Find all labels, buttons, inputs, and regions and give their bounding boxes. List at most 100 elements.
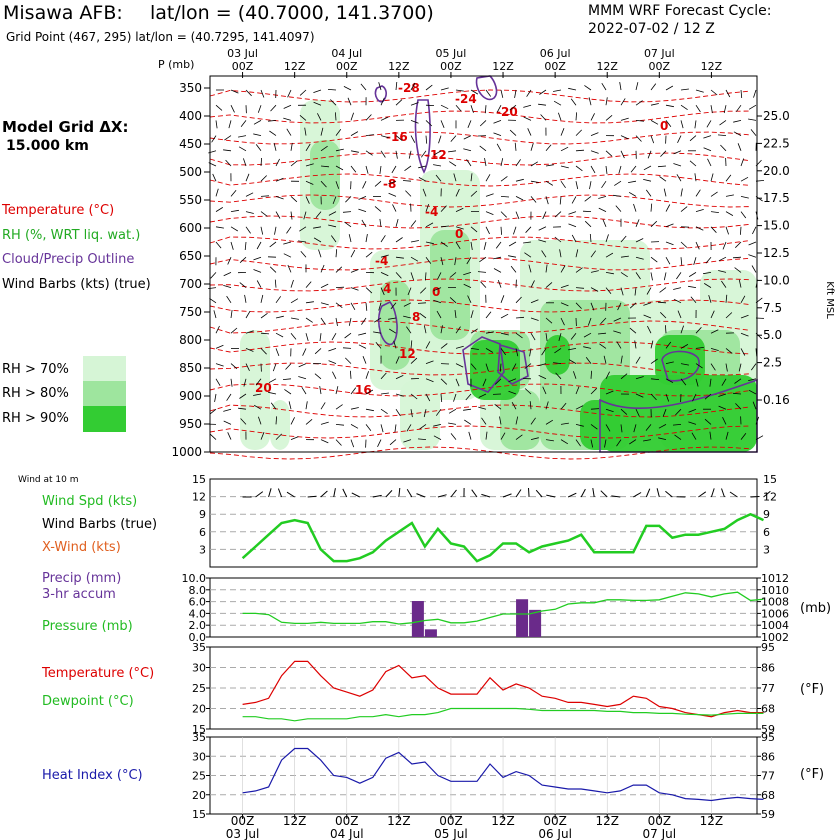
isotherm-5	[209, 194, 751, 208]
wind-barb	[695, 347, 704, 349]
wind-barb	[494, 403, 502, 410]
wind-barb	[721, 280, 727, 288]
wind-barb	[740, 314, 749, 319]
wind-barb	[454, 310, 457, 319]
wind-barb	[320, 180, 327, 188]
wind-barb	[245, 310, 251, 319]
wind-barb	[620, 235, 627, 243]
wind-barb	[479, 256, 487, 263]
temp-contour-label: -8	[383, 177, 396, 191]
rh-area-rh70-1	[240, 330, 270, 450]
wind-barb	[455, 188, 460, 197]
wind-barb	[710, 226, 717, 233]
left-tick-label: 10.0	[182, 572, 207, 585]
wind-barb	[380, 408, 388, 415]
wind-barb	[327, 89, 337, 91]
wind-right-tick: 15	[763, 473, 777, 486]
precip-bar	[516, 599, 529, 637]
surface-wind-barb	[437, 494, 447, 498]
wind-barb	[288, 401, 292, 410]
wind-barb	[553, 89, 562, 92]
wind-barb	[600, 317, 607, 325]
wind-barb	[584, 220, 592, 228]
wind-barb	[425, 256, 432, 264]
wind-barb	[395, 356, 400, 364]
wind-barb	[513, 226, 517, 235]
wind-barb	[479, 145, 487, 152]
wind-barb	[425, 341, 431, 349]
isotherm-3	[209, 152, 751, 166]
wind-barb	[650, 378, 660, 380]
isotherm-9	[209, 278, 751, 292]
wind-barb	[524, 388, 532, 395]
wind-barb	[433, 287, 442, 291]
heat-index-line	[242, 747, 764, 802]
wind-barb	[680, 363, 689, 366]
hour-label-top: 00Z	[649, 60, 671, 73]
wind-barb	[418, 177, 427, 182]
wind-barb	[286, 128, 292, 136]
wind-barb	[420, 287, 427, 294]
wind-barb	[256, 280, 262, 288]
left-tick-label: 2.0	[189, 619, 207, 632]
wind-barb	[635, 256, 644, 260]
wind-barb	[704, 393, 712, 400]
wind-barb	[560, 422, 569, 425]
wind-barb	[617, 302, 622, 311]
isotherm-14	[209, 383, 751, 397]
wind-barb	[740, 158, 745, 167]
wind-barb	[499, 416, 502, 425]
wind-barb	[545, 333, 548, 342]
wind-barb	[335, 128, 342, 136]
wind-barb	[290, 196, 298, 203]
wind-barb	[269, 130, 277, 136]
wind-barb	[545, 180, 554, 186]
precip-frame	[209, 577, 758, 638]
wind-barb	[665, 104, 674, 108]
right-tick-label: 68	[761, 789, 775, 802]
wind-barb	[410, 102, 419, 106]
wind-barb	[435, 408, 442, 416]
wind-barb	[541, 250, 547, 258]
wind-barb	[208, 287, 217, 289]
right-tick-label: 59	[761, 723, 775, 736]
wind-barb	[223, 285, 232, 288]
wind-barb	[650, 393, 657, 401]
wind-barb	[508, 378, 517, 383]
wind-barb	[332, 371, 337, 379]
wind-barb	[260, 226, 264, 235]
wind-barb	[272, 363, 277, 372]
wind-barb	[373, 331, 382, 334]
temp-contour-label: 0	[432, 285, 440, 299]
isotherm-1	[209, 110, 751, 124]
surface-wind-barb	[633, 492, 642, 498]
wind-barb	[463, 148, 472, 152]
wind-barb	[453, 393, 457, 402]
wind-barb	[694, 120, 697, 129]
wind-barb	[568, 211, 577, 215]
wind-barb	[657, 165, 667, 168]
wind-barb	[629, 302, 637, 309]
wind-barb	[508, 255, 517, 258]
wind-barb	[391, 165, 397, 174]
surface-wind-barb	[528, 487, 530, 498]
wind-barb	[695, 104, 701, 113]
wind-barb	[530, 161, 539, 167]
wind-barb	[635, 100, 643, 106]
wind-barb	[230, 209, 239, 212]
wind-barb	[347, 97, 352, 106]
left-tick-label: 20	[192, 703, 206, 716]
wind-barb	[751, 265, 757, 273]
wind-barb	[710, 89, 718, 96]
wind-barb	[245, 211, 254, 214]
temp-contour-label: -24	[455, 92, 477, 106]
wind-barb	[740, 211, 747, 219]
wind-barb	[395, 135, 403, 141]
wind-barb	[305, 301, 314, 304]
wind-barb	[290, 436, 299, 440]
precip-panel: 10.08.06.04.02.00.0 101210101008100610041…	[182, 572, 832, 644]
wind-barb	[515, 296, 522, 304]
wind-barb	[538, 226, 547, 231]
wind-barb	[691, 432, 697, 440]
rh-area-rh70-10	[270, 400, 290, 450]
